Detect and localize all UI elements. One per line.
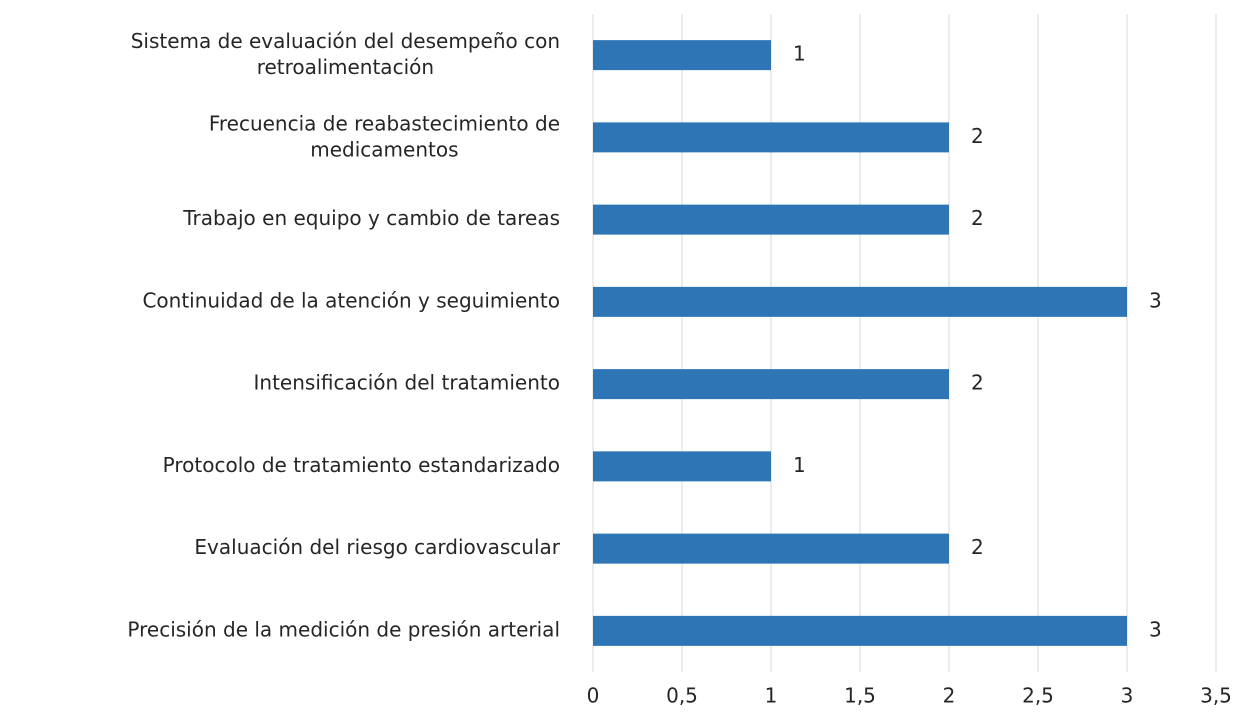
- y-tick-label: Sistema de evaluación del desempeño con r…: [131, 29, 560, 79]
- x-tick-label: 0,5: [666, 684, 698, 708]
- bar: [593, 40, 771, 71]
- label-line: Frecuencia de reabastecimiento de: [209, 111, 560, 135]
- x-tick-label: 2,5: [1022, 684, 1054, 708]
- y-tick-label: Intensificación del tratamiento: [254, 371, 560, 395]
- bar: [593, 533, 949, 564]
- data-label: 2: [971, 124, 984, 148]
- bar: [593, 369, 949, 400]
- data-label: 3: [1149, 288, 1162, 312]
- y-tick-label: Continuidad de la atención y seguimiento: [142, 288, 560, 312]
- y-tick-label: Evaluación del riesgo cardiovascular: [194, 535, 560, 559]
- bar: [593, 122, 949, 153]
- x-tick-label: 0: [587, 684, 600, 708]
- x-tick-label: 2: [943, 684, 956, 708]
- x-tick-label: 1: [765, 684, 778, 708]
- x-tick-label: 3,5: [1200, 684, 1232, 708]
- data-label: 2: [971, 371, 984, 395]
- label-line: Sistema de evaluación del desempeño con: [131, 29, 560, 53]
- y-tick-label: Protocolo de tratamiento estandarizado: [163, 453, 560, 477]
- data-label: 1: [793, 42, 806, 66]
- data-label: 2: [971, 535, 984, 559]
- bar: [593, 451, 771, 482]
- bar: [593, 204, 949, 235]
- x-tick-label: 1,5: [844, 684, 876, 708]
- data-label: 3: [1149, 617, 1162, 641]
- data-label: 2: [971, 206, 984, 230]
- y-tick-label: Frecuencia de reabastecimiento de medicam…: [209, 111, 560, 161]
- x-tick-label: 3: [1121, 684, 1134, 708]
- bar: [593, 615, 1127, 646]
- label-line: retroalimentación: [257, 55, 434, 79]
- y-tick-label: Precisión de la medición de presión arte…: [127, 617, 560, 641]
- bar: [593, 286, 1127, 317]
- data-label: 1: [793, 453, 806, 477]
- label-line: medicamentos: [310, 137, 458, 161]
- y-tick-label: Trabajo en equipo y cambio de tareas: [182, 206, 560, 230]
